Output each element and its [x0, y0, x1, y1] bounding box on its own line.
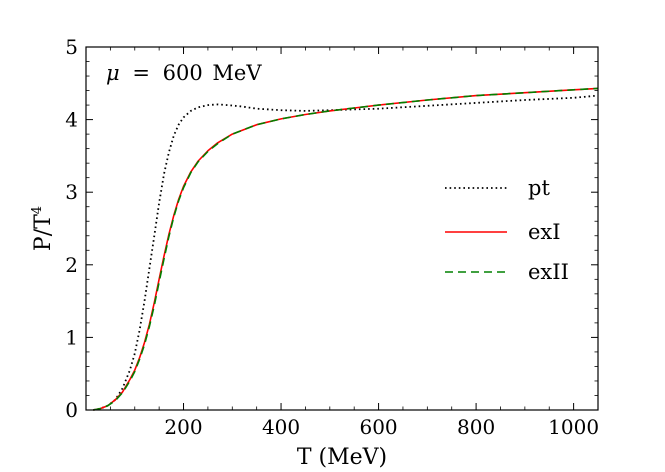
- ticks-layer: 200 400 600 800 1000 0 1 2 3 4 5: [65, 35, 599, 439]
- x-tick-label-4: 1000: [548, 415, 599, 439]
- x-tick-label-1: 400: [262, 415, 300, 439]
- y-tick-label-3: 3: [65, 180, 78, 204]
- equals-sign: =: [132, 61, 150, 85]
- mu-annotation: μ = 600 MeV: [106, 61, 262, 85]
- series-line-exII: [93, 87, 599, 411]
- x-tick-label-3: 800: [457, 415, 495, 439]
- legend-label-exI: exI: [528, 220, 561, 244]
- mu-unit: MeV: [212, 61, 262, 85]
- y-tick-label-4: 4: [65, 108, 78, 132]
- mu-value: 600: [163, 61, 203, 85]
- mu-symbol: μ: [106, 61, 120, 85]
- y-axis-label-sup: 4: [30, 206, 45, 214]
- y-tick-label-2: 2: [65, 253, 78, 277]
- plot-frame: [85, 46, 599, 411]
- legend-label-pt: pt: [528, 176, 550, 200]
- series-line-exI: [93, 87, 599, 411]
- legend: pt exI exII: [445, 176, 569, 284]
- x-tick-label-2: 600: [359, 415, 397, 439]
- y-tick-label-1: 1: [65, 325, 78, 349]
- series-line-pt: [93, 94, 599, 411]
- x-tick-label-0: 200: [164, 415, 202, 439]
- y-tick-label-0: 0: [65, 398, 78, 422]
- x-axis-label: T (MeV): [297, 445, 387, 470]
- y-tick-label-5: 5: [65, 35, 78, 59]
- legend-label-exII: exII: [528, 260, 569, 284]
- y-axis-label: P/T4: [30, 206, 56, 251]
- series-layer: [93, 87, 599, 411]
- y-axis-label-main: P/T: [31, 214, 56, 251]
